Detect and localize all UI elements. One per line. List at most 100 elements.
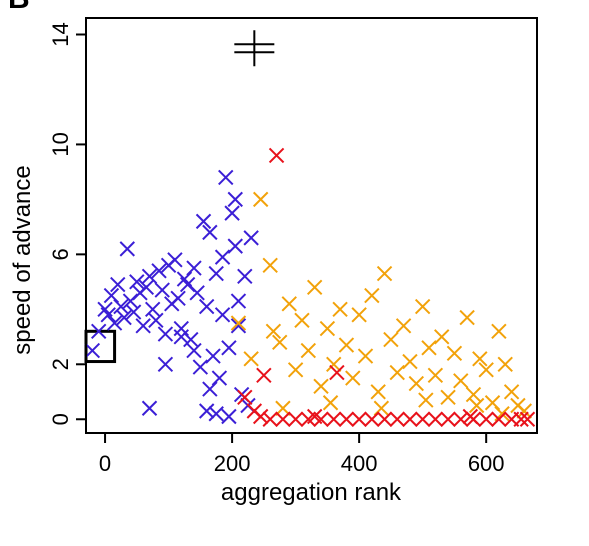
data-point: [434, 329, 450, 345]
x-tick-label: 600: [468, 451, 505, 476]
data-point: [157, 356, 174, 372]
series-2: [237, 147, 536, 427]
data-point: [427, 411, 444, 427]
data-point: [326, 411, 342, 427]
data-point: [294, 312, 310, 329]
data-point: [373, 400, 390, 416]
data-point: [198, 298, 215, 315]
data-point: [462, 408, 479, 425]
data-point: [243, 351, 259, 367]
data-point: [453, 411, 469, 427]
data-point: [272, 334, 288, 351]
data-point: [503, 384, 520, 400]
data-point: [198, 403, 215, 419]
data-point: [287, 411, 304, 427]
data-point: [221, 340, 237, 356]
data-point: [389, 411, 405, 427]
data-point: [110, 276, 126, 293]
x-tick-label: 200: [214, 451, 251, 476]
data-point: [208, 406, 224, 422]
plot-area: [84, 30, 536, 427]
y-tick-label: 10: [48, 132, 73, 156]
x-tick-label: 0: [99, 451, 111, 476]
data-point: [202, 224, 218, 241]
data-point: [446, 345, 463, 362]
data-point: [186, 260, 202, 276]
data-point: [408, 375, 425, 392]
data-point: [183, 331, 199, 348]
data-point: [151, 263, 167, 279]
x-tick-label: 400: [341, 451, 378, 476]
annotation-rect: [84, 329, 117, 364]
data-point: [519, 411, 536, 427]
data-point: [275, 411, 291, 427]
data-point: [275, 400, 291, 416]
data-point: [252, 408, 269, 425]
data-point: [208, 265, 224, 282]
data-point: [468, 397, 485, 414]
data-point: [141, 268, 158, 285]
data-point: [230, 318, 247, 334]
panel-label: B: [8, 0, 30, 15]
data-point: [516, 403, 533, 419]
data-point: [214, 249, 231, 265]
data-point: [418, 392, 434, 408]
x-axis-title: aggregation rank: [221, 479, 402, 506]
data-point: [138, 279, 155, 296]
data-point: [135, 318, 151, 334]
data-point: [189, 285, 205, 301]
data-point: [440, 389, 456, 405]
data-point: [300, 342, 317, 359]
data-point: [237, 389, 253, 405]
data-point: [116, 309, 132, 326]
data-point: [459, 309, 475, 326]
data-point: [484, 395, 501, 411]
y-tick-label: 2: [48, 358, 73, 370]
data-point: [205, 348, 221, 364]
data-point: [100, 307, 116, 323]
data-point: [129, 274, 145, 290]
data-point: [148, 312, 164, 329]
data-point: [262, 257, 278, 274]
data-point: [414, 411, 431, 427]
data-point: [119, 241, 135, 257]
data-point: [281, 296, 297, 312]
y-axis-title: speed of advance: [9, 165, 36, 354]
data-point: [497, 356, 513, 372]
data-point: [227, 238, 243, 254]
data-point: [195, 213, 212, 230]
data-point: [383, 331, 399, 348]
data-point: [364, 287, 380, 304]
data-point: [370, 384, 386, 400]
data-point: [389, 364, 405, 381]
data-point: [173, 320, 189, 337]
data-point: [157, 326, 174, 342]
data-point: [322, 395, 339, 411]
data-point: [84, 342, 101, 359]
data-point: [319, 320, 336, 337]
data-point: [465, 386, 482, 403]
data-point: [472, 351, 488, 367]
data-point: [395, 318, 412, 334]
data-point: [364, 411, 380, 427]
data-point: [256, 367, 272, 383]
data-point: [234, 30, 275, 67]
data-point: [144, 301, 161, 318]
data-point: [513, 411, 529, 427]
data-point: [453, 373, 469, 389]
data-point: [252, 191, 269, 208]
data-point: [230, 315, 247, 331]
data-point: [491, 323, 507, 340]
data-point: [345, 370, 361, 386]
data-point: [227, 191, 243, 208]
data-point: [221, 408, 237, 425]
y-axis: 0 2 6 10 14: [48, 22, 86, 425]
data-point: [478, 411, 494, 427]
data-point: [287, 362, 304, 378]
data-point: [338, 411, 355, 427]
data-point: [427, 367, 444, 383]
data-point: [421, 340, 437, 356]
y-tick-label: 0: [48, 413, 73, 425]
data-point: [357, 348, 374, 364]
